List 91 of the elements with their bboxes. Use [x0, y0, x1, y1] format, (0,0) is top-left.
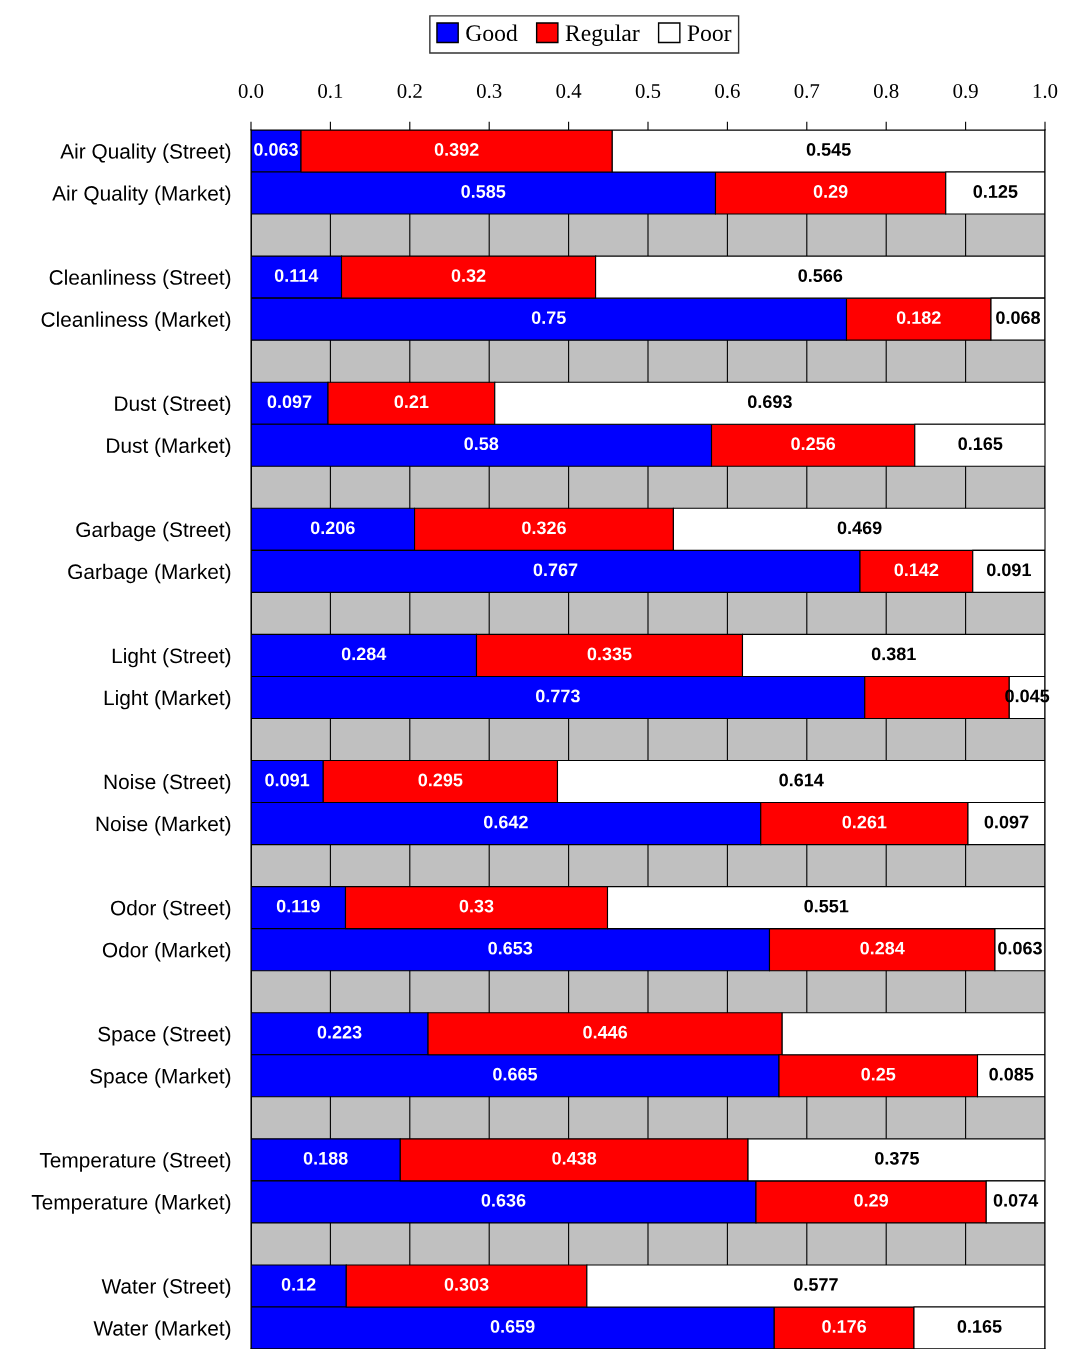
data-label: 0.114	[274, 269, 319, 282]
data-label: 0.32	[451, 269, 486, 282]
y-tick-label: Temperature (Market)	[31, 1194, 231, 1214]
data-label: 0.375	[875, 1151, 920, 1165]
data-label: 0.125	[973, 185, 1018, 198]
data-label: 0.659	[490, 1320, 535, 1333]
y-tick-label: Space (Market)	[90, 1068, 231, 1088]
y-tick-label: Light (Street)	[112, 647, 231, 668]
data-label: 0.551	[804, 899, 849, 913]
data-label: 0.206	[310, 521, 355, 535]
data-label: 0.767	[533, 563, 578, 577]
data-label: 0.142	[894, 563, 939, 577]
data-label: 0.119	[276, 899, 320, 913]
data-label: 0.545	[806, 143, 851, 156]
data-label: 0.665	[493, 1067, 538, 1081]
data-label: 0.21	[394, 395, 429, 409]
x-tick-label: 0.0	[238, 83, 264, 99]
data-label: 0.469	[837, 521, 882, 535]
y-tick-label: Light (Market)	[104, 689, 231, 710]
data-label: 0.577	[794, 1278, 838, 1291]
data-label: 0.165	[957, 1320, 1002, 1333]
data-label: 0.392	[434, 143, 479, 156]
y-tick-label: Noise (Market)	[96, 816, 231, 836]
y-tick-label: Cleanliness (Market)	[41, 311, 231, 332]
data-label: 0.58	[464, 437, 499, 451]
x-tick-label: 0.7	[794, 83, 820, 99]
data-label: 0.295	[418, 773, 463, 787]
data-label: 0.063	[254, 143, 298, 156]
y-tick-label: Odor (Market)	[102, 942, 231, 962]
data-label: 0.75	[531, 311, 566, 324]
x-tick-label: 0.2	[397, 83, 422, 99]
y-tick-label: Water (Street)	[101, 1278, 231, 1298]
data-label: 0.284	[341, 647, 387, 661]
x-tick-label: 0.4	[556, 83, 582, 99]
data-label: 0.614	[779, 773, 824, 787]
data-label: 0.165	[958, 437, 1003, 451]
data-label: 0.176	[822, 1320, 867, 1333]
x-tick-label: 0.5	[635, 83, 661, 99]
y-tick-label: Temperature (Street)	[39, 1152, 231, 1172]
data-label: 0.566	[798, 269, 843, 282]
y-tick-label: Garbage (Market)	[68, 563, 231, 584]
data-label: 0.773	[536, 689, 580, 703]
data-label: 0.097	[984, 815, 1029, 829]
y-tick-label: Cleanliness (Street)	[49, 269, 231, 289]
x-tick-label: 0.9	[953, 83, 978, 99]
y-tick-label: Garbage (Street)	[76, 521, 231, 542]
data-label: 0.12	[281, 1278, 316, 1291]
data-label: 0.642	[484, 815, 528, 829]
data-label: 0.284	[860, 941, 905, 955]
data-label: 0.303	[444, 1278, 489, 1291]
data-label: 0.085	[989, 1067, 1034, 1081]
y-tick-label: Noise (Street)	[104, 773, 231, 794]
y-tick-label: Odor (Street)	[110, 900, 231, 920]
data-label: 0.438	[552, 1151, 597, 1165]
data-label: 0.25	[861, 1067, 896, 1081]
data-label: 0.091	[987, 563, 1031, 577]
data-label: 0.068	[996, 311, 1041, 324]
x-tick-label: 0.3	[476, 83, 502, 99]
y-tick-label: Air Quality (Market)	[52, 185, 231, 205]
data-label: 0.091	[265, 773, 310, 787]
data-label: 0.636	[481, 1193, 526, 1207]
data-label: 0.693	[748, 395, 792, 409]
x-tick-label: 0.8	[873, 83, 899, 99]
y-tick-label: Space (Street)	[98, 1026, 231, 1046]
data-label: 0.29	[813, 185, 848, 198]
data-label: 0.256	[791, 437, 836, 451]
legend-label: Good	[466, 24, 518, 42]
data-label: 0.585	[461, 185, 506, 198]
legend-label: Poor	[687, 25, 732, 42]
data-label: 0.326	[522, 521, 566, 535]
y-tick-label: Dust (Market)	[107, 437, 231, 458]
data-label: 0.074	[993, 1193, 1039, 1207]
data-label: 0.097	[267, 395, 312, 409]
y-tick-label: Dust (Street)	[115, 395, 231, 416]
data-label: 0.335	[587, 647, 632, 661]
x-tick-label: 0.6	[715, 83, 740, 99]
y-tick-label: Water (Market)	[93, 1320, 231, 1340]
data-label: 0.188	[303, 1151, 348, 1165]
data-label: 0.653	[488, 941, 533, 955]
data-label: 0.33	[459, 899, 494, 913]
data-label: 0.29	[854, 1193, 889, 1207]
y-tick-label: Air Quality (Street)	[60, 143, 231, 163]
data-label: 0.381	[871, 647, 916, 661]
data-label: 0.223	[317, 1025, 362, 1039]
data-label: 0.261	[842, 815, 887, 829]
legend-label: Regular	[565, 24, 640, 46]
data-label: 0.446	[583, 1025, 628, 1039]
x-tick-label: 1.0	[1033, 83, 1058, 99]
data-label: 0.182	[896, 311, 941, 324]
x-tick-label: 0.1	[318, 83, 343, 99]
data-label: 0.063	[998, 941, 1042, 955]
